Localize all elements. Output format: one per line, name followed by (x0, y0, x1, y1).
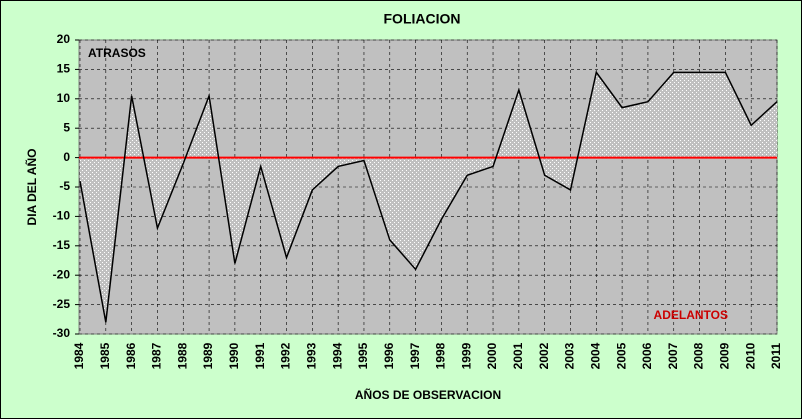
x-tick-label: 1989 (201, 342, 215, 369)
x-tick-label: 2001 (511, 342, 525, 369)
x-tick-label: 1992 (279, 342, 293, 369)
x-tick-label: 1998 (434, 342, 448, 369)
x-tick-label: 2003 (563, 342, 577, 369)
x-tick-label: 2011 (769, 343, 783, 369)
y-tick-label: -30 (53, 326, 71, 340)
x-tick-label: 1995 (356, 342, 370, 369)
y-tick-label: -5 (59, 179, 70, 193)
x-tick-label: 2008 (692, 342, 706, 369)
y-tick-label: -20 (53, 267, 71, 281)
x-tick-label: 1999 (459, 342, 473, 369)
x-tick-label: 1994 (330, 342, 344, 369)
y-tick-label: 20 (57, 32, 71, 46)
y-tick-label: 10 (57, 91, 71, 105)
x-tick-label: 1987 (150, 342, 164, 369)
x-tick-label: 1996 (382, 342, 396, 369)
chart-title: FOLIACION (384, 11, 461, 27)
annotation: ADELANTOS (654, 308, 728, 322)
x-tick-label: 1988 (175, 342, 189, 369)
x-tick-label: 2004 (588, 342, 602, 369)
x-tick-label: 1984 (72, 342, 86, 369)
x-tick-label: 1993 (305, 342, 319, 369)
y-tick-label: -10 (53, 209, 71, 223)
line (79, 70, 778, 323)
x-tick-label: 2009 (718, 342, 732, 369)
y-tick-label: -15 (53, 238, 71, 252)
x-tick-label: 1985 (98, 342, 112, 369)
x-tick-label: 2010 (743, 342, 757, 369)
x-tick-label: 1991 (253, 342, 267, 369)
y-tick-label: -25 (53, 297, 71, 311)
y-tick-label: 5 (63, 120, 70, 134)
x-tick-label: 1997 (408, 342, 422, 369)
y-axis-title: DIA DEL AÑO (24, 149, 39, 226)
x-tick-label: 1986 (124, 342, 138, 369)
x-tick-label: 2005 (614, 342, 628, 369)
x-tick-label: 2000 (485, 342, 499, 369)
x-tick-label: 2002 (537, 342, 551, 369)
x-tick-label: 1990 (227, 342, 241, 369)
y-tick-label: 15 (57, 62, 71, 76)
x-tick-label: 2007 (666, 342, 680, 369)
area-fill (80, 72, 777, 323)
x-tick-label: 2006 (640, 342, 654, 369)
annotation: ATRASOS (88, 46, 146, 60)
x-axis-title: AÑOS DE OBSERVACION (355, 387, 501, 402)
y-tick-label: 0 (63, 150, 70, 164)
